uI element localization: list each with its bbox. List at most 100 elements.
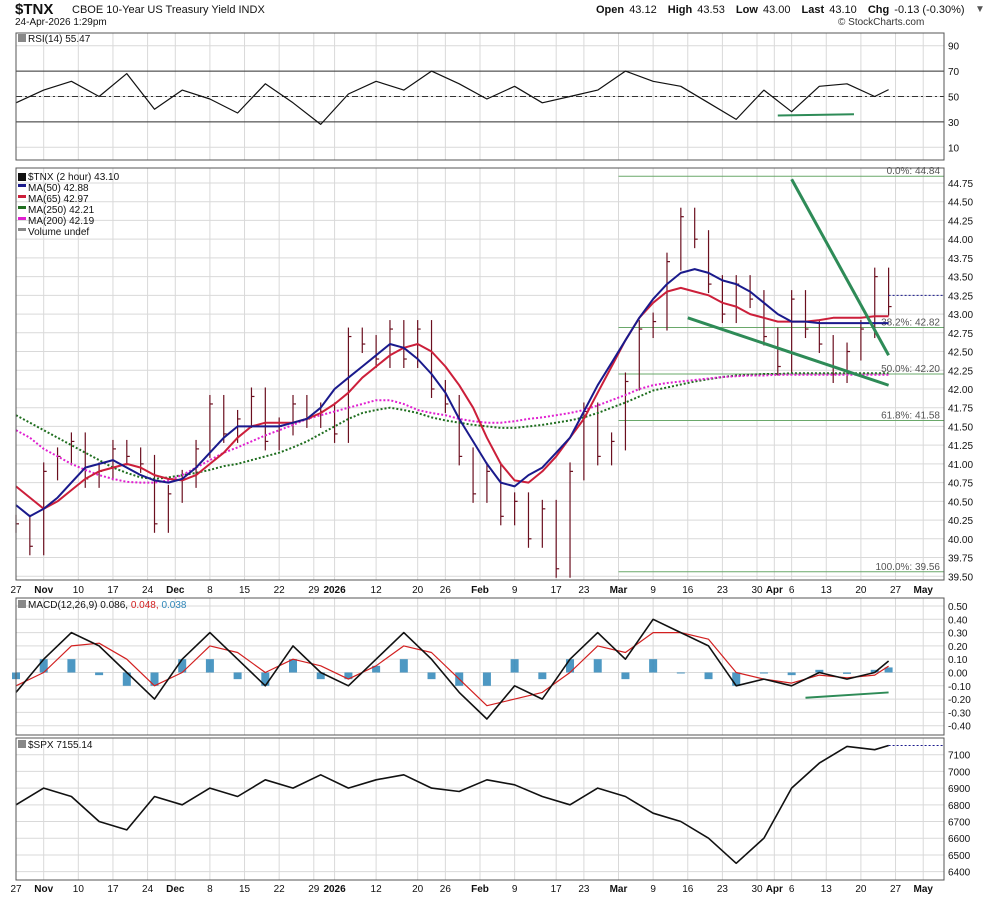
x-axis-tick-label: 8 bbox=[207, 884, 213, 895]
x-axis-tick-label: Dec bbox=[166, 884, 185, 895]
macd-tick-label: 0.30 bbox=[948, 629, 968, 640]
price-tick-label: 44.00 bbox=[948, 235, 973, 246]
spx-legend: $SPX 7155.14 bbox=[28, 740, 93, 751]
macd-histogram-bar bbox=[399, 659, 408, 673]
x-axis-tick-label: 16 bbox=[682, 884, 694, 895]
x-axis-tick-label: 16 bbox=[682, 585, 694, 596]
spx-tick-label: 7000 bbox=[948, 767, 971, 778]
price-tick-label: 40.25 bbox=[948, 516, 973, 527]
x-axis-tick-label: 23 bbox=[717, 884, 729, 895]
price-tick-label: 41.75 bbox=[948, 404, 973, 415]
price-legend-swatch bbox=[18, 184, 26, 187]
price-tick-label: 44.50 bbox=[948, 198, 973, 209]
price-tick-label: 44.25 bbox=[948, 216, 973, 227]
x-axis-tick-label: 9 bbox=[650, 585, 656, 596]
trend-line bbox=[790, 178, 890, 356]
x-axis-tick-label: 20 bbox=[412, 585, 424, 596]
x-axis-tick-label: 20 bbox=[412, 884, 424, 895]
price-tick-label: 43.50 bbox=[948, 273, 973, 284]
price-legend-entry: $TNX (2 hour) 43.10 bbox=[28, 172, 120, 183]
high-value: 43.53 bbox=[697, 4, 725, 16]
trend-line bbox=[687, 316, 890, 387]
x-axis-tick-label: Nov bbox=[34, 585, 53, 596]
ma50-line bbox=[15, 268, 889, 518]
last-value: 43.10 bbox=[829, 4, 857, 16]
copyright: © StockCharts.com bbox=[838, 17, 925, 28]
rsi-tick-label: 70 bbox=[948, 67, 960, 78]
x-axis-tick-label: 15 bbox=[239, 884, 251, 895]
macd-divergence-line bbox=[805, 691, 889, 699]
macd-tick-label: -0.40 bbox=[948, 722, 971, 733]
x-axis-tick-label: 12 bbox=[371, 884, 383, 895]
open-label: Open bbox=[596, 4, 625, 16]
low-label: Low bbox=[735, 4, 758, 16]
x-axis-tick-label: 29 bbox=[308, 884, 320, 895]
price-legend-entry: MA(65) 42.97 bbox=[28, 194, 89, 205]
quote-summary: Open 43.12 High 43.53 Low 43.00 Last 43.… bbox=[596, 4, 973, 16]
x-axis-tick-label: 17 bbox=[107, 585, 119, 596]
x-axis-tick-label: 15 bbox=[239, 585, 251, 596]
macd-tick-label: -0.10 bbox=[948, 682, 971, 693]
x-axis-tick-label: 23 bbox=[578, 884, 590, 895]
x-axis-tick-label: Dec bbox=[166, 585, 185, 596]
price-legend-swatch bbox=[18, 206, 26, 209]
price-legend-swatch bbox=[18, 228, 26, 231]
price-legend-entry: Volume undef bbox=[28, 227, 89, 238]
macd-legend-signal: 0.048, bbox=[131, 600, 162, 611]
macd-histogram-bar bbox=[482, 672, 491, 686]
chg-label: Chg bbox=[867, 4, 890, 16]
macd-legend-histogram: 0.038 bbox=[161, 600, 186, 611]
macd-histogram-bar bbox=[372, 665, 381, 673]
spx-line bbox=[15, 744, 889, 865]
macd-tick-label: 0.20 bbox=[948, 642, 968, 653]
price-legend-swatch bbox=[18, 173, 26, 181]
macd-panel-frame bbox=[15, 597, 945, 736]
macd-legend-value: 0.086, bbox=[100, 600, 131, 611]
x-axis-tick-label: 29 bbox=[308, 585, 320, 596]
x-axis-tick-label: 27 bbox=[890, 884, 902, 895]
x-axis-tick-label: Feb bbox=[471, 884, 489, 895]
x-axis-tick-label: 27 bbox=[890, 585, 902, 596]
macd-histogram-bar bbox=[178, 659, 187, 673]
price-tick-label: 43.00 bbox=[948, 310, 973, 321]
low-value: 43.00 bbox=[762, 4, 791, 16]
macd-histogram-bar bbox=[39, 659, 48, 673]
x-axis-tick-label: 2026 bbox=[323, 884, 346, 895]
price-legend-swatch bbox=[18, 217, 26, 220]
macd-histogram-bar bbox=[205, 659, 214, 673]
x-axis-tick-label: 10 bbox=[73, 585, 85, 596]
x-axis-tick-label: Feb bbox=[471, 585, 489, 596]
price-tick-label: 42.75 bbox=[948, 329, 973, 340]
macd-signal-line bbox=[15, 631, 889, 707]
x-axis-tick-label: May bbox=[913, 884, 933, 895]
macd-tick-label: 0.00 bbox=[948, 668, 968, 679]
spx-panel-frame bbox=[15, 737, 945, 881]
rsi-divergence-line bbox=[777, 113, 854, 117]
x-axis-tick-label: 9 bbox=[650, 884, 656, 895]
macd-histogram-bar bbox=[427, 672, 436, 680]
macd-legend-prefix: MACD(12,26,9) bbox=[28, 600, 100, 611]
chevron-down-icon[interactable]: ▼ bbox=[975, 4, 985, 15]
x-axis-tick-label: 26 bbox=[440, 585, 452, 596]
fibonacci-label: 100.0%: 39.56 bbox=[876, 562, 941, 573]
x-axis-tick-label: 20 bbox=[855, 884, 867, 895]
price-tick-label: 43.75 bbox=[948, 254, 973, 265]
macd-histogram-bar bbox=[566, 659, 575, 673]
macd-histogram-bar bbox=[676, 672, 685, 674]
high-label: High bbox=[667, 4, 693, 16]
macd-tick-label: -0.30 bbox=[948, 708, 971, 719]
macd-histogram-bar bbox=[884, 667, 893, 673]
spx-tick-label: 6800 bbox=[948, 801, 971, 812]
price-legend-entry: MA(50) 42.88 bbox=[28, 183, 89, 194]
x-axis-tick-label: 6 bbox=[789, 884, 795, 895]
fibonacci-label: 0.0%: 44.84 bbox=[887, 166, 941, 177]
macd-tick-label: 0.40 bbox=[948, 615, 968, 626]
price-tick-label: 41.50 bbox=[948, 422, 973, 433]
macd-histogram-bar bbox=[870, 669, 879, 673]
macd-histogram-bar bbox=[593, 659, 602, 673]
price-tick-label: 42.00 bbox=[948, 385, 973, 396]
x-axis-tick-label: 2026 bbox=[323, 585, 346, 596]
macd-histogram-bar bbox=[510, 659, 519, 673]
macd-tick-label: 0.10 bbox=[948, 655, 968, 666]
x-axis-tick-label: Apr bbox=[766, 585, 783, 596]
